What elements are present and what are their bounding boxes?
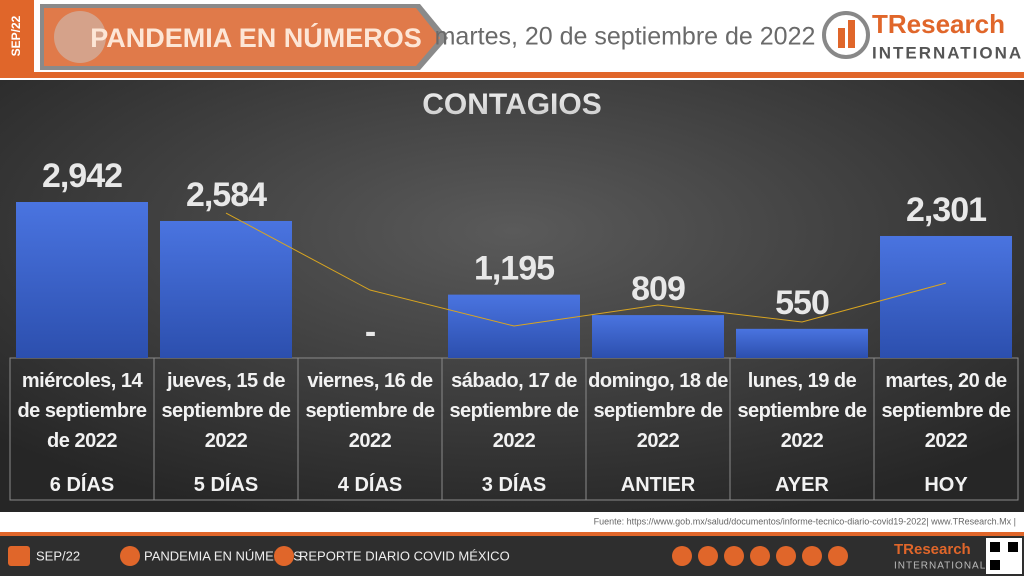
x-category-label: domingo, 18 de septiembre de 2022 — [588, 370, 728, 452]
report-icon — [274, 546, 294, 566]
header-title: PANDEMIA EN NÚMEROS — [90, 22, 422, 53]
value-label: 1,195 — [474, 250, 554, 288]
qr-mark — [990, 560, 1000, 570]
web-icon[interactable] — [672, 546, 692, 566]
value-label: 550 — [775, 284, 829, 322]
day-label: 3 DÍAS — [481, 474, 547, 496]
value-label: 2,584 — [186, 176, 267, 214]
logo-ring — [822, 11, 870, 59]
day-label: 4 DÍAS — [337, 474, 403, 496]
calendar-icon — [8, 546, 30, 566]
footer-bg — [0, 536, 1024, 576]
x-category-label: jueves, 15 de septiembre de 2022 — [161, 370, 291, 452]
bar — [16, 202, 148, 358]
source: Fuente: https://www.gob.mx/salud/documen… — [594, 516, 1016, 526]
linkedin-icon[interactable] — [802, 546, 822, 566]
logo-icon — [838, 28, 845, 48]
social-icons — [672, 546, 848, 566]
header-date: martes, 20 de septiembre de 2022 — [435, 23, 816, 51]
tag-bg — [0, 0, 34, 72]
logo-sub: INTERNATIONAL — [872, 43, 1024, 62]
footer-logo-sub: INTERNATIONAL — [894, 561, 986, 572]
facebook-icon[interactable] — [776, 546, 796, 566]
title-banner — [44, 8, 440, 66]
logo-main: TResearch — [872, 9, 1005, 39]
value-label: 2,301 — [906, 191, 986, 229]
header-tag: SEP/22 — [9, 15, 23, 56]
mail-icon[interactable] — [724, 546, 744, 566]
x-category-label: martes, 20 de septiembre de 2022 — [881, 370, 1011, 452]
x-category-label: lunes, 19 de septiembre de 2022 — [737, 370, 867, 452]
day-label: 6 DÍAS — [49, 474, 115, 496]
trend-line — [225, 212, 947, 327]
chart-title: CONTAGIOS — [422, 88, 601, 121]
qr-mark — [1008, 542, 1018, 552]
footer-logo-main: TResearch — [894, 541, 971, 558]
value-label: 809 — [631, 270, 685, 308]
twitter-icon[interactable] — [750, 546, 770, 566]
x-category-label: viernes, 16 de septiembre de 2022 — [305, 370, 435, 452]
phone-icon[interactable] — [698, 546, 718, 566]
map-icon — [54, 11, 106, 63]
value-label: 2,942 — [42, 157, 122, 195]
day-label: ANTIER — [620, 474, 696, 496]
bar — [160, 220, 292, 358]
header-rule — [0, 72, 1024, 78]
footer-section: PANDEMIA EN NÚMEROS — [144, 548, 302, 563]
bar — [880, 235, 1012, 358]
footer-report: REPORTE DIARIO COVID MÉXICO — [299, 548, 510, 563]
footer-tag: SEP/22 — [36, 548, 80, 563]
value-label: - — [365, 313, 375, 351]
youtube-icon[interactable] — [828, 546, 848, 566]
x-category-label: sábado, 17 de septiembre de 2022 — [449, 370, 579, 452]
map-pin-icon — [120, 546, 140, 566]
x-category-label: miércoles, 14 de septiembre de 2022 — [17, 370, 147, 452]
day-label: AYER — [775, 474, 829, 496]
qr-mark — [990, 542, 1000, 552]
logo-icon — [848, 20, 855, 48]
bar — [736, 328, 868, 358]
day-label: HOY — [924, 474, 968, 496]
footer-rule — [0, 532, 1024, 536]
day-label: 5 DÍAS — [193, 474, 259, 496]
bar — [592, 315, 724, 358]
